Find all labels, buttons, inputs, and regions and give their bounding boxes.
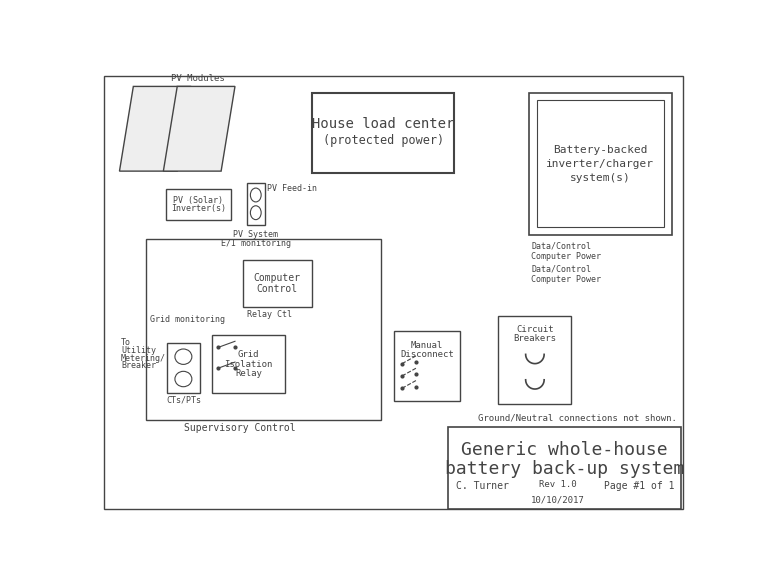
Text: CTs/PTs: CTs/PTs	[166, 395, 201, 404]
Text: Computer Power: Computer Power	[531, 252, 601, 261]
Text: C. Turner: C. Turner	[456, 481, 509, 491]
Bar	[529, 93, 671, 235]
Bar	[167, 343, 200, 393]
Text: battery back-up system: battery back-up system	[445, 460, 684, 478]
Text: Manual: Manual	[411, 340, 443, 350]
Text: Circuit: Circuit	[516, 325, 554, 334]
Text: Supervisory Control: Supervisory Control	[184, 423, 296, 433]
Text: Inverter(s): Inverter(s)	[171, 204, 226, 213]
Text: To: To	[121, 338, 131, 347]
Text: Grid monitoring: Grid monitoring	[150, 315, 224, 324]
Text: House load center: House load center	[312, 117, 455, 131]
Text: Ground/Neutral connections not shown.: Ground/Neutral connections not shown.	[478, 413, 677, 422]
Bar	[395, 331, 460, 401]
Polygon shape	[120, 86, 191, 171]
Bar	[537, 100, 664, 228]
Text: Data/Control: Data/Control	[531, 241, 591, 250]
Ellipse shape	[175, 371, 192, 387]
Bar	[312, 93, 455, 174]
Ellipse shape	[250, 188, 261, 202]
Text: Grid: Grid	[238, 350, 260, 359]
Text: Generic whole-house: Generic whole-house	[462, 441, 668, 459]
Bar	[247, 182, 265, 225]
Text: Computer Power: Computer Power	[531, 275, 601, 284]
Bar	[146, 239, 380, 420]
Ellipse shape	[175, 349, 192, 364]
Text: Control: Control	[257, 284, 298, 294]
Text: E/I monitoring: E/I monitoring	[220, 239, 291, 248]
Bar	[449, 427, 680, 509]
Ellipse shape	[250, 206, 261, 219]
Text: Relay Ctl: Relay Ctl	[247, 310, 292, 319]
Text: PV System: PV System	[233, 230, 278, 239]
Polygon shape	[164, 86, 235, 171]
Bar	[243, 261, 312, 307]
Text: Data/Control: Data/Control	[531, 264, 591, 273]
Text: Page #1 of 1: Page #1 of 1	[604, 481, 674, 491]
Text: Relay: Relay	[235, 369, 262, 378]
Bar	[166, 189, 231, 219]
Text: PV Feed-in: PV Feed-in	[266, 184, 316, 193]
Text: Utility: Utility	[121, 346, 156, 355]
Text: Metering/: Metering/	[121, 354, 166, 362]
Text: Battery-backed: Battery-backed	[553, 145, 647, 155]
Text: system(s): system(s)	[570, 173, 631, 182]
Text: 10/10/2017: 10/10/2017	[531, 496, 584, 504]
Text: Isolation: Isolation	[224, 360, 273, 368]
Text: inverter/charger: inverter/charger	[546, 159, 654, 169]
Text: (protected power): (protected power)	[323, 134, 444, 147]
Bar	[498, 316, 571, 404]
Bar	[212, 335, 285, 393]
Text: Breakers: Breakers	[513, 334, 556, 343]
Text: PV (Solar): PV (Solar)	[174, 196, 223, 205]
Text: Computer: Computer	[254, 273, 301, 283]
Text: Breaker: Breaker	[121, 361, 156, 371]
Text: Disconnect: Disconnect	[400, 350, 454, 359]
Text: PV Modules: PV Modules	[171, 74, 225, 83]
Text: Rev 1.0: Rev 1.0	[539, 480, 577, 489]
